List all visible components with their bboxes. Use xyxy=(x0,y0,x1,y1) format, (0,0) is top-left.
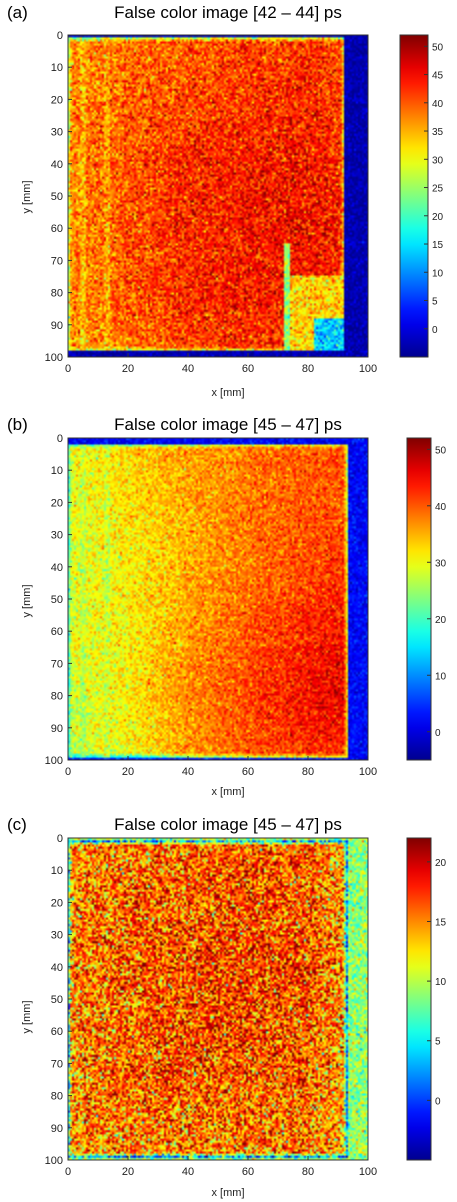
x-tick-label: 80 xyxy=(302,363,314,375)
colorbar-tick-label: 45 xyxy=(432,71,444,82)
colorbar-tick-label: 5 xyxy=(435,1037,441,1048)
colorbar-tick-label: 0 xyxy=(435,728,441,739)
y-tick-label: 20 xyxy=(51,94,63,106)
y-tick-label: 20 xyxy=(51,497,63,509)
heatmap-image-a xyxy=(68,35,368,357)
y-tick-label: 100 xyxy=(45,352,63,364)
colorbar-tick-label: 10 xyxy=(435,977,447,988)
panel-a: (a) False color image [42 – 44] ps 0 20 40… xyxy=(7,3,444,399)
colorbar-c xyxy=(406,837,432,1161)
panel-b: (b) False color image [45 – 47] ps 0 20 40… xyxy=(7,415,447,798)
y-tick-label: 70 xyxy=(51,255,63,267)
y-tick-label: 90 xyxy=(51,723,63,735)
x-axis-label-c: x [mm] xyxy=(212,1187,245,1199)
x-axis-label-b: x [mm] xyxy=(212,786,245,798)
x-tick-label: 20 xyxy=(122,363,134,375)
colorbar-tick-label: 20 xyxy=(435,615,447,626)
panel-title-a: False color image [42 – 44] ps xyxy=(114,3,342,22)
colorbar-a xyxy=(399,34,429,358)
colorbar-tick-label: 40 xyxy=(435,502,447,513)
y-tick-label: 50 xyxy=(51,191,63,203)
colorbar-tick-label: 10 xyxy=(435,671,447,682)
colorbar-tick-label: 50 xyxy=(432,42,444,53)
y-tick-label: 80 xyxy=(51,1091,63,1103)
x-tick-label: 0 xyxy=(65,1166,71,1178)
y-tick-label: 20 xyxy=(51,897,63,909)
y-axis-label-c: y [mm] xyxy=(21,1001,33,1034)
y-tick-label: 60 xyxy=(51,1026,63,1038)
colorbar-tick-label: 15 xyxy=(435,917,447,928)
y-tick-label: 10 xyxy=(51,465,63,477)
x-tick-label: 100 xyxy=(359,766,377,778)
y-axis-label-a: y [mm] xyxy=(21,181,33,214)
colorbar-tick-label: 20 xyxy=(435,858,447,869)
x-tick-label: 100 xyxy=(359,1166,377,1178)
panel-title-b: False color image [45 – 47] ps xyxy=(114,415,342,434)
x-tick-label: 20 xyxy=(122,766,134,778)
x-tick-label: 0 xyxy=(65,766,71,778)
x-tick-label: 20 xyxy=(122,1166,134,1178)
x-tick-label: 40 xyxy=(182,363,194,375)
y-tick-label: 50 xyxy=(51,594,63,606)
y-tick-label: 60 xyxy=(51,626,63,638)
panel-c: (c) False color image [45 – 47] ps 0 20 40… xyxy=(7,815,447,1199)
y-tick-label: 50 xyxy=(51,994,63,1006)
panel-title-c: False color image [45 – 47] ps xyxy=(114,815,342,834)
x-tick-label: 0 xyxy=(65,363,71,375)
heatmap-image-b xyxy=(68,438,368,760)
colorbar-b xyxy=(406,437,432,761)
y-tick-label: 0 xyxy=(57,433,63,445)
colorbar-tick-label: 35 xyxy=(432,127,444,138)
y-tick-label: 40 xyxy=(51,562,63,574)
y-tick-label: 40 xyxy=(51,962,63,974)
colorbar-tick-label: 25 xyxy=(432,184,444,195)
y-tick-label: 0 xyxy=(57,833,63,845)
colorbar-tick-label: 30 xyxy=(432,155,444,166)
y-tick-label: 10 xyxy=(51,865,63,877)
colorbar-tick-label: 0 xyxy=(435,1096,441,1107)
colorbar-tick-label: 0 xyxy=(432,325,438,336)
colorbar-tick-label: 50 xyxy=(435,445,447,456)
panel-label-c: (c) xyxy=(7,815,27,834)
y-tick-label: 70 xyxy=(51,1058,63,1070)
y-tick-label: 60 xyxy=(51,223,63,235)
y-tick-label: 30 xyxy=(51,930,63,942)
x-tick-label: 40 xyxy=(182,766,194,778)
heatmap-image-c xyxy=(68,838,368,1160)
x-tick-label: 80 xyxy=(302,1166,314,1178)
x-axis-label-a: x [mm] xyxy=(212,387,245,399)
colorbar-tick-label: 20 xyxy=(432,212,444,223)
colorbar-tick-label: 5 xyxy=(432,297,438,308)
heatmap-plot-b: 0 20 40 60 80 1000102030405060708090100010203… xyxy=(45,433,447,778)
panel-label-a: (a) xyxy=(7,3,28,22)
y-axis-label-b: y [mm] xyxy=(21,585,33,618)
colorbar-tick-label: 15 xyxy=(432,240,444,251)
x-tick-label: 60 xyxy=(242,363,254,375)
x-tick-label: 40 xyxy=(182,1166,194,1178)
y-tick-label: 100 xyxy=(45,755,63,767)
y-tick-label: 90 xyxy=(51,1123,63,1135)
colorbar-tick-label: 30 xyxy=(435,558,447,569)
x-tick-label: 100 xyxy=(359,363,377,375)
y-tick-label: 80 xyxy=(51,288,63,300)
x-tick-label: 80 xyxy=(302,766,314,778)
colorbar-tick-label: 10 xyxy=(432,268,444,279)
x-tick-label: 60 xyxy=(242,1166,254,1178)
y-tick-label: 80 xyxy=(51,691,63,703)
y-tick-label: 70 xyxy=(51,658,63,670)
y-tick-label: 30 xyxy=(51,530,63,542)
heatmap-plot-a: 0 20 40 60 80 1000102030405060708090100051015… xyxy=(45,30,444,375)
y-tick-label: 0 xyxy=(57,30,63,42)
y-tick-label: 40 xyxy=(51,159,63,171)
heatmap-plot-c: 0 20 40 60 80 1000102030405060708090100051015… xyxy=(45,833,447,1178)
y-tick-label: 30 xyxy=(51,127,63,139)
y-tick-label: 100 xyxy=(45,1155,63,1167)
colorbar-tick-label: 40 xyxy=(432,99,444,110)
y-tick-label: 90 xyxy=(51,320,63,332)
y-tick-label: 10 xyxy=(51,62,63,74)
x-tick-label: 60 xyxy=(242,766,254,778)
panel-label-b: (b) xyxy=(7,415,28,434)
